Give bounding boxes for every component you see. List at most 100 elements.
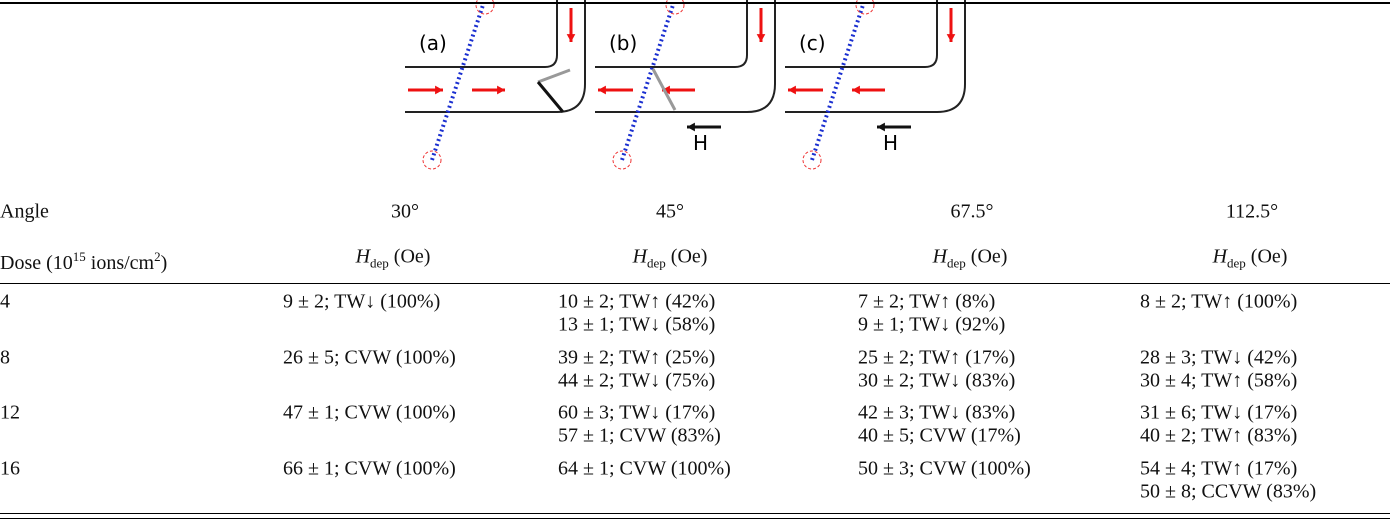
bottom-rule bbox=[0, 518, 1390, 519]
arrow-head bbox=[756, 34, 766, 42]
dose: 12 bbox=[0, 402, 20, 425]
field-label: Hdep (Oe) bbox=[633, 246, 708, 275]
dose: 8 bbox=[0, 346, 10, 369]
dot bbox=[802, 150, 822, 170]
angle: 67.5° bbox=[951, 201, 994, 224]
text-part: 112.5° bbox=[1225, 200, 1279, 223]
text-part: (Oe) bbox=[1245, 245, 1288, 268]
text-part: 47 ± 1; CVW (100%) bbox=[283, 401, 456, 424]
cell: 9 ± 2; TW↓ (100%) bbox=[283, 291, 440, 314]
text-part: 44 ± 2; TW↓ (75%) bbox=[558, 369, 716, 391]
wire-edge bbox=[405, 0, 586, 113]
cell: 30 ± 4; TW↑ (58%) bbox=[1140, 369, 1297, 392]
cell: 31 ± 6; TW↓ (17%) bbox=[1140, 402, 1297, 425]
angle: 112.5° bbox=[1226, 201, 1278, 224]
cell: 66 ± 1; CVW (100%) bbox=[283, 457, 456, 480]
cell: 25 ± 2; TW↑ (17%) bbox=[858, 346, 1015, 369]
text-part: 30° bbox=[391, 200, 419, 223]
text-part: 8 ± 2; TW↑ (100%) bbox=[1140, 290, 1298, 313]
wire-edge bbox=[595, 0, 776, 113]
arrow-head bbox=[566, 34, 576, 42]
text-part: 9 ± 1; TW↓ (92%) bbox=[858, 313, 1006, 336]
text-part: 45° bbox=[656, 200, 684, 223]
angle-label: Angle bbox=[0, 201, 49, 224]
arrow-head bbox=[687, 122, 695, 132]
text-part: 8 bbox=[0, 346, 10, 368]
wire-edge bbox=[595, 0, 748, 68]
arrow-head bbox=[788, 85, 796, 95]
field-label: H bbox=[883, 131, 898, 155]
dose: 4 bbox=[0, 291, 10, 314]
panel-label: (c) bbox=[799, 31, 826, 55]
wall bbox=[651, 68, 677, 111]
text-part: 60 ± 3; TW↓ (17%) bbox=[558, 401, 716, 424]
cell: 39 ± 2; TW↑ (25%) bbox=[558, 346, 715, 369]
text-part: Dose (10 bbox=[0, 251, 73, 274]
cell: 42 ± 3; TW↓ (83%) bbox=[858, 402, 1015, 425]
top-rule bbox=[0, 2, 1390, 4]
text-part: 25 ± 2; TW↑ (17%) bbox=[858, 346, 1016, 368]
text-part: 15 bbox=[72, 249, 86, 265]
text-part: H bbox=[932, 245, 948, 268]
arrow-head bbox=[435, 85, 443, 95]
text-part: 28 ± 3; TW↓ (42%) bbox=[1140, 346, 1298, 368]
header-rule bbox=[0, 283, 1390, 284]
cell: 7 ± 2; TW↑ (8%) bbox=[858, 291, 995, 314]
cell: 50 ± 3; CVW (100%) bbox=[858, 457, 1031, 480]
text-part: H bbox=[632, 245, 648, 268]
text-part: 10 ± 2; TW↑ (42%) bbox=[558, 290, 716, 313]
cell: 44 ± 2; TW↓ (75%) bbox=[558, 369, 715, 392]
text-part: H bbox=[355, 245, 371, 268]
cell: 47 ± 1; CVW (100%) bbox=[283, 402, 456, 425]
figure: (a) (b) H (c) H bbox=[405, 0, 966, 170]
text-part: 2 bbox=[154, 249, 161, 265]
text-part: 9 ± 2; TW↓ (100%) bbox=[283, 290, 441, 313]
field-label: Hdep (Oe) bbox=[356, 246, 431, 275]
text-part: (Oe) bbox=[965, 245, 1008, 268]
cell: 57 ± 1; CVW (83%) bbox=[558, 425, 721, 448]
text-part: 31 ± 6; TW↓ (17%) bbox=[1140, 401, 1298, 424]
wire-edge bbox=[785, 0, 966, 113]
text-part: 30 ± 4; TW↑ (58%) bbox=[1140, 369, 1298, 391]
angle: 30° bbox=[391, 201, 419, 224]
text-part: 64 ± 1; CVW (100%) bbox=[558, 457, 731, 479]
text-part: (Oe) bbox=[388, 245, 431, 268]
field-label: Hdep (Oe) bbox=[933, 246, 1008, 275]
cell: 50 ± 8; CCVW (83%) bbox=[1140, 480, 1316, 503]
cell: 26 ± 5; CVW (100%) bbox=[283, 346, 456, 369]
text-part: 57 ± 1; CVW (83%) bbox=[558, 424, 721, 447]
text-part: 13 ± 1; TW↓ (58%) bbox=[558, 313, 716, 336]
text-part: 42 ± 3; TW↓ (83%) bbox=[858, 401, 1016, 424]
cell: 9 ± 1; TW↓ (92%) bbox=[858, 314, 1005, 337]
text-part: 54 ± 4; TW↑ (17%) bbox=[1140, 457, 1298, 479]
cell: 40 ± 5; CVW (17%) bbox=[858, 425, 1021, 448]
cell: 28 ± 3; TW↓ (42%) bbox=[1140, 346, 1297, 369]
cell: 30 ± 2; TW↓ (83%) bbox=[858, 369, 1015, 392]
text-part: 12 bbox=[0, 401, 20, 424]
cell: 60 ± 3; TW↓ (17%) bbox=[558, 402, 715, 425]
cell: 13 ± 1; TW↓ (58%) bbox=[558, 314, 715, 337]
text-part: dep bbox=[647, 255, 666, 271]
text-part: H bbox=[1212, 245, 1228, 268]
text-part: dep bbox=[370, 255, 389, 271]
panel-label: (a) bbox=[419, 31, 447, 55]
dot bbox=[475, 0, 495, 15]
text-part: 30 ± 2; TW↓ (83%) bbox=[858, 369, 1016, 391]
field-label: H bbox=[693, 131, 708, 155]
text-part: (Oe) bbox=[665, 245, 708, 268]
text-part: 50 ± 3; CVW (100%) bbox=[858, 457, 1031, 479]
text-part: 40 ± 2; TW↑ (83%) bbox=[1140, 424, 1298, 447]
cell: 8 ± 2; TW↑ (100%) bbox=[1140, 291, 1297, 314]
dot bbox=[665, 0, 685, 15]
panel-label: (b) bbox=[609, 31, 637, 55]
arrow-head bbox=[497, 85, 505, 95]
field-label: Hdep (Oe) bbox=[1213, 246, 1288, 275]
text-part: 50 ± 8; CCVW (83%) bbox=[1140, 480, 1317, 502]
wire-edge bbox=[785, 0, 938, 68]
angle: 45° bbox=[656, 201, 684, 224]
text-part: 7 ± 2; TW↑ (8%) bbox=[858, 290, 996, 313]
dot bbox=[855, 0, 875, 15]
cell: 54 ± 4; TW↑ (17%) bbox=[1140, 457, 1297, 480]
arrow-head bbox=[598, 85, 606, 95]
